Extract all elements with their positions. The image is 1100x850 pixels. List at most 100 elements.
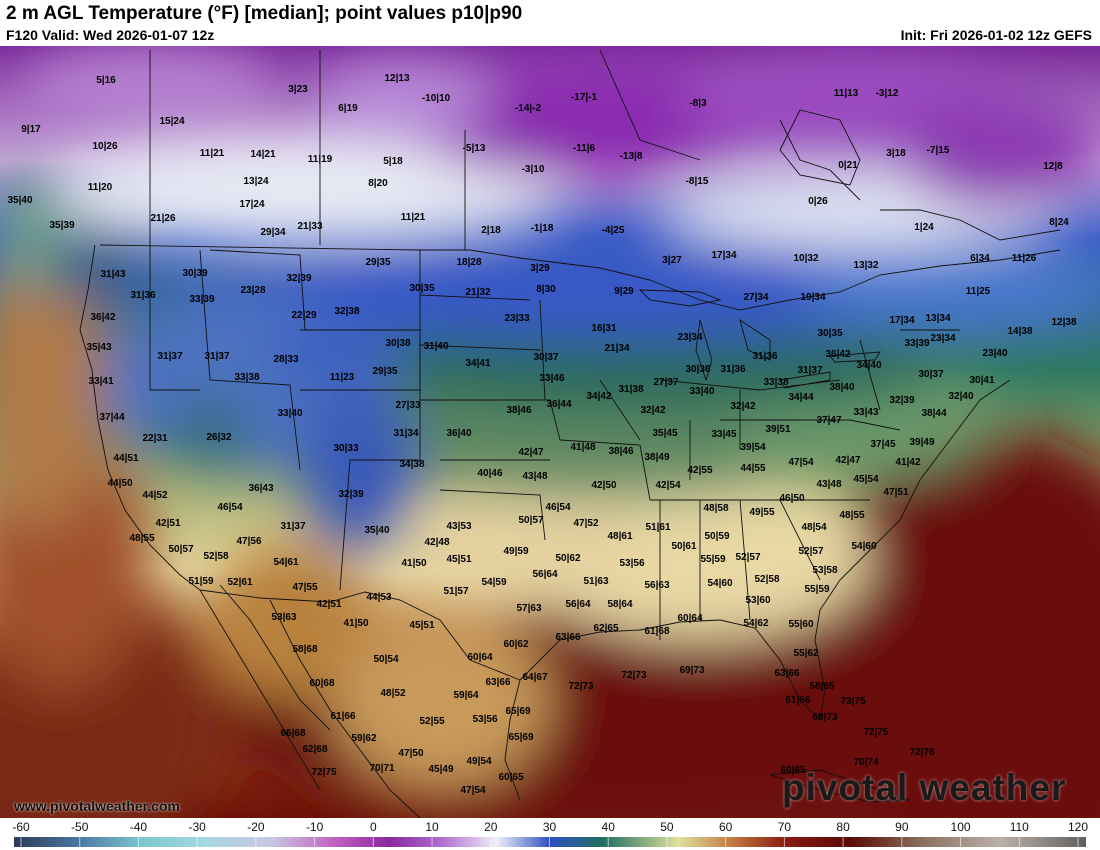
point-value: 65|69 [508,732,533,743]
point-value: 30|41 [969,375,994,386]
point-value: 52|58 [754,574,779,585]
point-value: -8|3 [689,98,707,109]
scale-tick-label: 30 [542,820,557,834]
point-value: 34|40 [856,360,881,371]
point-value: 50|59 [704,531,729,542]
point-value: 31|36 [130,290,155,301]
point-value: 54|60 [707,578,732,589]
point-value: 60|68 [309,678,334,689]
point-value: 27|37 [653,377,678,388]
point-value: 31|43 [100,269,125,280]
point-value: -7|15 [927,145,950,156]
website-url[interactable]: www.pivotalweather.com [14,798,180,814]
scale-tick-label: 90 [895,820,909,834]
point-value: 52|57 [798,546,823,557]
color-scale: -60 -50 -40 -30 -20 -10 0 10 20 30 40 50 60 70 80 90 100… [0,818,1100,850]
point-value: 54|59 [481,577,506,588]
point-value: 61|66 [330,711,355,722]
point-value: 30|37 [533,352,558,363]
point-value: 50|57 [168,544,193,555]
point-value: 57|63 [516,603,541,614]
point-value: 30|39 [182,268,207,279]
point-value: 41|42 [895,457,920,468]
point-value: -3|12 [876,88,899,99]
point-value: 38|40 [829,382,854,393]
point-value: 47|50 [398,748,423,759]
point-value: 38|49 [644,452,669,463]
scale-tick-label: -20 [247,820,265,834]
point-value: 49|54 [466,756,491,767]
point-value: 68|73 [812,712,837,723]
point-value: 44|55 [740,463,765,474]
point-value: 62|68 [302,744,327,755]
point-value: 5|18 [383,156,403,167]
point-value: 32|39 [286,273,311,284]
point-value: 27|34 [743,292,768,303]
point-value: 0|21 [838,160,858,171]
point-value: 36|42 [825,349,850,360]
valid-time: F120 Valid: Wed 2026-01-07 12z [6,27,215,43]
point-value: 30|37 [918,369,943,380]
temperature-field [0,46,1100,818]
point-value: 29|34 [260,227,285,238]
point-value: 30|35 [409,283,434,294]
point-value: 69|73 [679,665,704,676]
point-value: 33|39 [904,338,929,349]
point-value: 14|21 [250,149,275,160]
point-value: 31|34 [393,428,418,439]
point-value: 39|49 [909,437,934,448]
point-value: 15|24 [159,116,184,127]
point-value: 35|40 [7,195,32,206]
scale-tick-label: 50 [660,820,674,834]
point-value: 31|36 [720,364,745,375]
scale-tick-label: 0 [369,820,377,834]
point-value: 42|50 [591,480,616,491]
point-value: 43|53 [446,521,471,532]
point-value: 63|66 [485,677,510,688]
point-value: 32|39 [889,395,914,406]
point-value: 44|52 [142,490,167,501]
point-value: 52|55 [419,716,444,727]
point-value: 47|51 [883,487,908,498]
temperature-map[interactable]: 5|16 3|23 12|13 9|17 15|24 10|26 11|21 14|21 11|… [0,46,1100,818]
point-value: 41|48 [570,442,595,453]
point-value: 42|55 [687,465,712,476]
point-value: 13|32 [853,260,878,271]
point-value: 37|44 [99,412,124,423]
point-value: 29|35 [372,366,397,377]
point-value: 11|13 [834,88,859,99]
point-value: 46|50 [779,493,804,504]
point-value: 32|40 [948,391,973,402]
point-value: 47|54 [788,457,813,468]
point-value: 36|40 [446,428,471,439]
point-value: 12|8 [1043,161,1063,172]
point-value: 55|59 [700,554,725,565]
point-value: 42|54 [655,480,680,491]
point-value: 47|52 [573,518,598,529]
point-value: 48|61 [607,531,632,542]
point-value: 53|58 [812,565,837,576]
point-value: 10|32 [793,253,818,264]
point-value: -10|10 [422,93,451,104]
point-value: 72|75 [311,767,336,778]
point-value: 60|64 [677,613,702,624]
point-value: 32|38 [334,306,359,317]
point-value: 10|26 [92,141,117,152]
scale-tick-label: -30 [188,820,206,834]
point-value: 6|19 [338,103,358,114]
point-value: 47|56 [236,536,261,547]
point-value: 31|37 [204,351,229,362]
point-value: 36|44 [546,399,571,410]
point-value: -14|-2 [515,103,542,114]
point-value: 33|38 [763,377,788,388]
point-value: 40|46 [477,468,502,479]
point-values: 5|16 3|23 12|13 9|17 15|24 10|26 11|21 14|21 11|… [7,73,1076,796]
map-svg: 5|16 3|23 12|13 9|17 15|24 10|26 11|21 14|21 11|… [0,46,1100,818]
point-value: 38|46 [608,446,633,457]
point-value: 49|59 [503,546,528,557]
point-value: 30|33 [333,443,358,454]
point-value: 21|26 [150,213,175,224]
point-value: -8|15 [686,176,709,187]
scale-tick-label: 10 [425,820,439,834]
point-value: 32|39 [338,489,363,500]
